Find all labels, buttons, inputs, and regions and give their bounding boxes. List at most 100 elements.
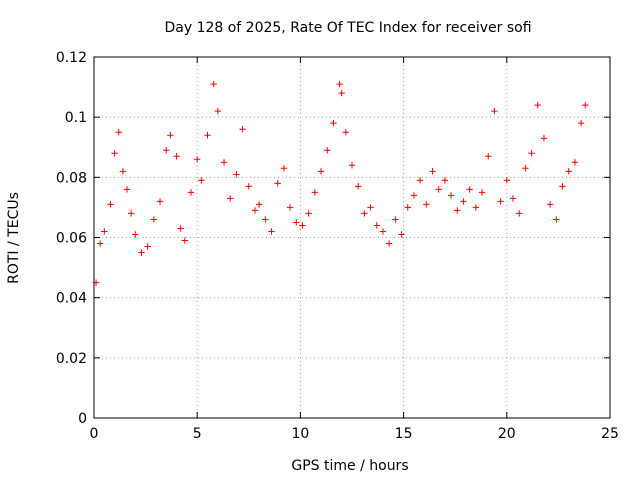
data-point — [317, 168, 325, 175]
data-point — [416, 177, 424, 184]
data-point — [491, 107, 498, 115]
y-tick-label: 0.06 — [56, 231, 87, 247]
data-point — [220, 159, 228, 166]
x-tick-label: 10 — [291, 426, 309, 442]
data-point — [198, 177, 205, 184]
data-point — [472, 204, 480, 211]
data-point — [354, 183, 362, 190]
data-point — [330, 119, 337, 127]
data-point — [460, 198, 467, 205]
data-point — [274, 180, 281, 187]
data-point — [101, 228, 108, 235]
data-points — [92, 80, 589, 286]
data-point — [497, 198, 504, 205]
data-point — [177, 225, 184, 232]
data-point — [582, 101, 589, 109]
data-point — [392, 216, 399, 223]
data-point — [515, 210, 523, 217]
data-point — [478, 189, 486, 196]
data-point — [454, 207, 461, 214]
data-point — [429, 168, 436, 175]
data-point — [210, 80, 217, 88]
data-point — [385, 240, 393, 247]
data-point — [167, 132, 174, 139]
data-point — [204, 132, 211, 139]
data-point — [251, 207, 259, 214]
data-point — [410, 192, 418, 199]
data-point — [181, 237, 189, 244]
data-point — [509, 195, 517, 202]
data-point — [379, 228, 387, 235]
data-point — [466, 186, 473, 193]
data-point — [173, 153, 180, 160]
data-point — [144, 243, 151, 250]
data-point — [293, 219, 300, 226]
data-point — [233, 171, 240, 178]
data-point — [305, 210, 312, 217]
x-tick-label: 15 — [395, 426, 413, 442]
data-point — [127, 210, 135, 217]
data-point — [361, 210, 368, 217]
y-tick-label: 0 — [78, 411, 87, 427]
data-point — [239, 126, 246, 133]
data-point — [245, 183, 252, 190]
data-point — [367, 204, 374, 211]
data-point — [559, 183, 566, 190]
data-point — [571, 159, 579, 166]
data-point — [398, 231, 405, 238]
data-point — [156, 198, 164, 205]
x-tick-label: 0 — [90, 426, 99, 442]
data-point — [187, 189, 195, 196]
data-point — [485, 153, 492, 160]
data-point — [540, 135, 548, 142]
data-point — [423, 201, 430, 208]
data-point — [577, 119, 585, 127]
data-point — [299, 222, 306, 229]
data-point — [194, 156, 201, 163]
y-axis-label: ROTI / TECUs — [6, 192, 22, 284]
y-tick-label: 0.08 — [56, 170, 87, 186]
data-point — [528, 150, 535, 157]
data-point — [336, 80, 343, 88]
data-point — [227, 195, 234, 202]
data-point — [163, 147, 170, 154]
data-point — [255, 201, 263, 208]
data-point — [107, 201, 114, 208]
data-point — [342, 129, 350, 136]
data-point — [348, 162, 356, 169]
chart-title: Day 128 of 2025, Rate Of TEC Index for r… — [164, 20, 531, 36]
data-point — [119, 168, 127, 175]
data-point — [503, 177, 510, 184]
data-point — [553, 216, 560, 223]
data-point — [373, 222, 380, 229]
plot-frame — [93, 56, 611, 419]
axis-ticks — [93, 56, 611, 419]
data-point — [280, 165, 288, 172]
data-point — [338, 89, 345, 97]
y-tick-label: 0.1 — [65, 110, 87, 126]
x-tick-label: 25 — [601, 426, 619, 442]
data-point — [435, 186, 442, 193]
data-point — [324, 147, 331, 154]
data-point — [311, 189, 319, 196]
data-point — [441, 177, 449, 184]
data-point — [96, 240, 104, 247]
x-tick-label: 5 — [193, 426, 202, 442]
x-axis-label: GPS time / hours — [291, 458, 408, 474]
data-point — [286, 204, 294, 211]
data-point — [404, 204, 411, 211]
data-point — [565, 168, 572, 175]
data-point — [268, 228, 275, 235]
data-point — [546, 201, 554, 208]
data-point — [138, 249, 145, 256]
data-point — [262, 216, 269, 223]
data-point — [534, 101, 541, 109]
data-point — [522, 165, 529, 172]
data-point — [111, 150, 118, 157]
data-point — [115, 129, 122, 136]
grid — [94, 57, 610, 418]
data-point — [132, 231, 139, 238]
y-tick-label: 0.02 — [56, 351, 87, 367]
y-tick-label: 0.04 — [56, 291, 87, 307]
